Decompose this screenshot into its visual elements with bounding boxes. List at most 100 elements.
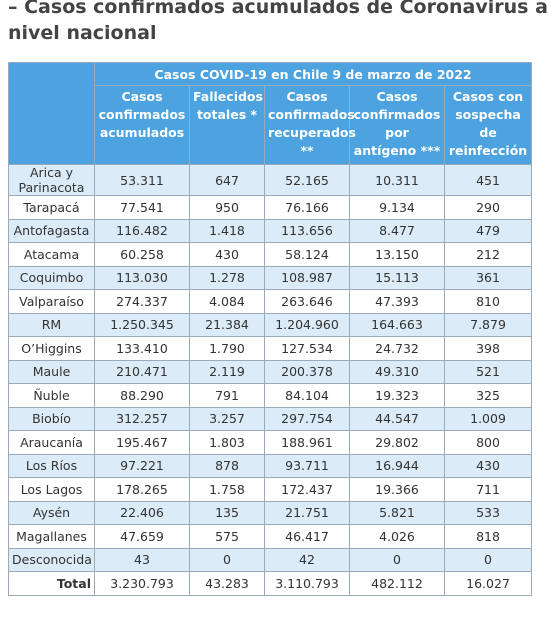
value-cell: 290 [443,195,533,220]
total-row: Total 3.230.793 43.283 3.110.793 482.112 16.0… [8,571,533,596]
header-row: Casos confirmados acumulados Fallecidos t… [9,85,533,165]
value-cell: 60.258 [94,242,190,267]
table-caption: Casos COVID-19 en Chile 9 de marzo de 20… [93,62,533,86]
table-row: Ñuble 88.290 791 84.104 19.323 325 [8,383,533,408]
value-cell: 521 [443,359,533,384]
value-cell: 1.009 [443,406,533,431]
value-cell: 1.803 [189,430,265,455]
value-cell: 711 [443,477,533,502]
value-cell: 172.437 [264,477,350,502]
value-cell: 950 [189,195,265,220]
total-label: Total [8,571,95,596]
column-header: Casos confirmados recuperados ** [264,85,356,165]
value-cell: 575 [189,524,265,549]
value-cell: 195.467 [94,430,190,455]
region-cell: RM [8,312,95,337]
corner-cell [8,62,95,165]
value-cell: 135 [189,500,265,525]
value-cell: 325 [443,383,533,408]
value-cell: 113.656 [264,218,350,243]
region-cell: Aysén [8,500,95,525]
value-cell: 127.534 [264,336,350,361]
table-row: Antofagasta 116.482 1.418 113.656 8.477 479 [8,218,533,243]
caption-row: Casos COVID-19 en Chile 9 de marzo de 20… [8,62,533,165]
value-cell: 274.337 [94,289,190,314]
total-cell: 43.283 [189,571,265,596]
value-cell: 43 [94,547,190,572]
column-header: Casos confirmados acumulados [94,85,190,165]
table-row: Los Lagos 178.265 1.758 172.437 19.366 711 [8,477,533,502]
value-cell: 1.204.960 [264,312,350,337]
value-cell: 818 [443,524,533,549]
value-cell: 46.417 [264,524,350,549]
total-cell: 3.110.793 [264,571,350,596]
value-cell: 108.987 [264,265,350,290]
table-row: Biobío 312.257 3.257 297.754 44.547 1.009 [8,406,533,431]
region-cell: Los Lagos [8,477,95,502]
value-cell: 263.646 [264,289,350,314]
value-cell: 8.477 [349,218,445,243]
value-cell: 1.790 [189,336,265,361]
value-cell: 479 [443,218,533,243]
table-body: Arica y Parinacota 53.311 647 52.165 10.311 4… [8,164,533,596]
region-cell: Arica y Parinacota [8,164,95,196]
value-cell: 113.030 [94,265,190,290]
value-cell: 200.378 [264,359,350,384]
region-cell: Coquimbo [8,265,95,290]
region-cell: Desconocida [8,547,95,572]
value-cell: 53.311 [94,164,190,196]
table-row: Aysén 22.406 135 21.751 5.821 533 [8,500,533,525]
value-cell: 76.166 [264,195,350,220]
region-cell: Biobío [8,406,95,431]
column-header: Fallecidos totales * [189,85,265,165]
value-cell: 878 [189,453,265,478]
region-cell: Tarapacá [8,195,95,220]
value-cell: 15.113 [349,265,445,290]
value-cell: 49.310 [349,359,445,384]
value-cell: 16.944 [349,453,445,478]
region-cell: Ñuble [8,383,95,408]
value-cell: 4.084 [189,289,265,314]
value-cell: 430 [443,453,533,478]
value-cell: 297.754 [264,406,350,431]
value-cell: 212 [443,242,533,267]
table-row: RM 1.250.345 21.384 1.204.960 164.663 7.879 [8,312,533,337]
table-row: Arica y Parinacota 53.311 647 52.165 10.311 4… [8,164,533,196]
value-cell: 13.150 [349,242,445,267]
value-cell: 93.711 [264,453,350,478]
region-cell: Los Ríos [8,453,95,478]
value-cell: 0 [443,547,533,572]
value-cell: 52.165 [264,164,350,196]
value-cell: 1.418 [189,218,265,243]
table-row: Araucanía 195.467 1.803 188.961 29.802 800 [8,430,533,455]
total-cell: 482.112 [349,571,445,596]
region-cell: O’Higgins [8,336,95,361]
page-title: – Casos confirmados acumulados de Corona… [8,0,548,44]
table-row: Tarapacá 77.541 950 76.166 9.134 290 [8,195,533,220]
value-cell: 188.961 [264,430,350,455]
value-cell: 24.732 [349,336,445,361]
value-cell: 2.119 [189,359,265,384]
value-cell: 77.541 [94,195,190,220]
value-cell: 178.265 [94,477,190,502]
table-row: Magallanes 47.659 575 46.417 4.026 818 [8,524,533,549]
value-cell: 47.393 [349,289,445,314]
value-cell: 0 [349,547,445,572]
column-header: Casos confirmados por antígeno *** [349,85,445,165]
value-cell: 133.410 [94,336,190,361]
value-cell: 791 [189,383,265,408]
value-cell: 3.257 [189,406,265,431]
table-row: O’Higgins 133.410 1.790 127.534 24.732 398 [8,336,533,361]
region-cell: Atacama [8,242,95,267]
value-cell: 810 [443,289,533,314]
region-cell: Maule [8,359,95,384]
value-cell: 19.366 [349,477,445,502]
value-cell: 7.879 [443,312,533,337]
region-cell: Valparaíso [8,289,95,314]
table-row: Atacama 60.258 430 58.124 13.150 212 [8,242,533,267]
column-header: Casos con sospecha de reinfección [443,85,533,165]
value-cell: 10.311 [349,164,445,196]
table-row: Coquimbo 113.030 1.278 108.987 15.113 361 [8,265,533,290]
value-cell: 42 [264,547,350,572]
value-cell: 1.250.345 [94,312,190,337]
